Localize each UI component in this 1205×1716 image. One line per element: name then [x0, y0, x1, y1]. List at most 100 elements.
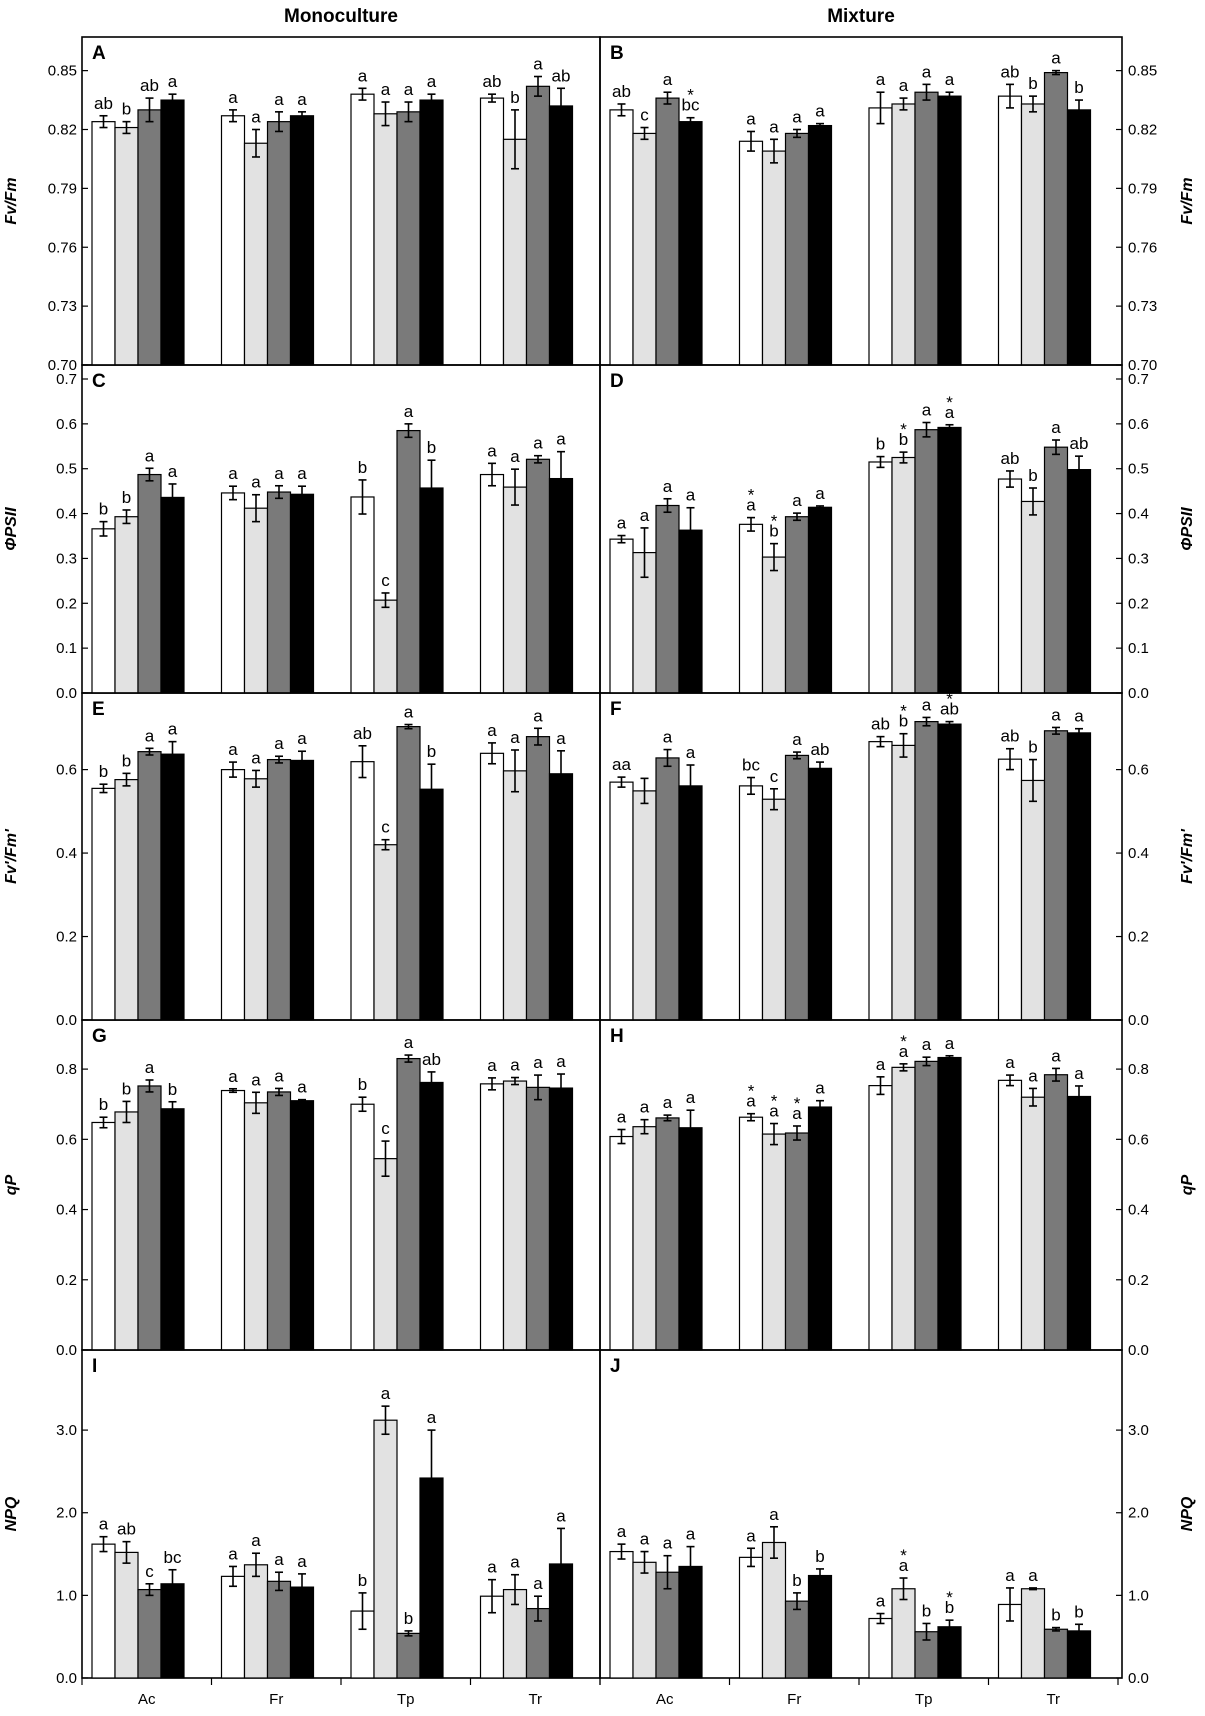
error-bar — [1052, 439, 1060, 456]
significance-letter: a — [251, 1531, 261, 1550]
y-axis-label: NPQ — [1179, 1496, 1196, 1531]
error-bar — [488, 462, 496, 487]
significance-star: * — [748, 486, 755, 505]
error-bar — [747, 516, 755, 532]
significance-letter: a — [815, 484, 825, 503]
y-tick-label: 0.0 — [56, 685, 77, 702]
y-tick-label: 0.79 — [48, 180, 77, 197]
y-axis-label: Fv'/Fm' — [1179, 828, 1196, 884]
bar-a-tr-4 — [548, 105, 574, 366]
error-bar — [381, 101, 390, 127]
bar-d-fr-2 — [761, 556, 787, 694]
bar-b-tp-4 — [937, 95, 962, 366]
y-tick-label: 0.8 — [56, 1061, 77, 1078]
bar-a-tr-3 — [525, 85, 551, 366]
error-bar — [488, 1077, 496, 1091]
significance-letter: a — [228, 1544, 238, 1563]
error-bar — [358, 745, 367, 779]
error-bar — [298, 485, 306, 504]
significance-letter: a — [686, 486, 696, 505]
error-bar — [1006, 1074, 1014, 1087]
error-bar — [617, 534, 626, 544]
error-bar — [945, 1054, 954, 1061]
y-tick-label: 0.73 — [48, 298, 77, 315]
significance-letter: a — [145, 446, 155, 465]
significance-letter: ab — [483, 72, 502, 91]
significance-letter: ab — [140, 76, 159, 95]
significance-letter: a — [533, 434, 543, 453]
error-bar — [381, 1140, 390, 1177]
bar-b-tr-3 — [1043, 71, 1069, 366]
bar-i-tp-2 — [373, 1419, 398, 1679]
y-tick-label: 0.2 — [1128, 595, 1149, 612]
significance-letter: a — [746, 1092, 756, 1111]
bar-g-tp-3 — [396, 1057, 421, 1351]
error-bar — [404, 101, 413, 123]
significance-letter: a — [510, 1553, 520, 1572]
bar-c-tp-1 — [350, 496, 375, 694]
bar-b-fr-4 — [807, 124, 833, 366]
y-tick-label: 0.2 — [56, 929, 77, 946]
error-bar — [1075, 1085, 1083, 1108]
error-bar — [145, 1079, 154, 1093]
bar-f-tr-1 — [997, 758, 1023, 1021]
error-bar — [145, 97, 154, 123]
y-tick-label: 0.4 — [56, 1202, 77, 1219]
bar-a-ac-4 — [160, 99, 185, 366]
bar-g-ac-2 — [114, 1111, 139, 1351]
y-tick-label: 0.85 — [1128, 63, 1157, 80]
error-bar — [229, 485, 237, 501]
significance-letter: b — [122, 751, 131, 770]
error-bar — [663, 1114, 672, 1122]
y-tick-label: 0.0 — [56, 1670, 77, 1687]
bar-h-fr-4 — [807, 1106, 833, 1351]
significance-letter: b — [510, 88, 519, 107]
significance-letter: a — [274, 1550, 284, 1569]
significance-letter: a — [792, 491, 802, 510]
significance-letter: a — [1005, 1053, 1015, 1072]
error-bar — [686, 1109, 695, 1147]
bar-b-tp-1 — [868, 107, 893, 366]
significance-letter: a — [815, 1079, 825, 1098]
bar-e-tr-2 — [502, 770, 528, 1021]
significance-letter: a — [228, 1067, 238, 1086]
bar-b-tp-2 — [891, 103, 916, 366]
y-tick-label: 0.70 — [48, 357, 77, 374]
significance-letter: b — [922, 1601, 931, 1620]
significance-letter: b — [122, 100, 131, 119]
significance-letter: a — [899, 1042, 909, 1061]
error-bar — [252, 1091, 260, 1115]
significance-letter: a — [663, 1093, 673, 1112]
significance-letter: a — [769, 1505, 779, 1524]
y-tick-label: 0.70 — [1128, 357, 1157, 374]
error-bar — [640, 126, 649, 141]
panel-letter: C — [92, 371, 106, 392]
significance-letter: a — [746, 109, 756, 128]
bar-a-tr-2 — [502, 138, 528, 366]
bar-h-tr-4 — [1066, 1095, 1092, 1351]
significance-letter: a — [510, 1056, 520, 1075]
bar-f-tp-2 — [891, 744, 916, 1021]
bar-e-tr-4 — [548, 773, 574, 1021]
significance-letter: b — [769, 522, 778, 541]
significance-letter: ab — [1070, 434, 1089, 453]
bar-d-tr-2 — [1020, 500, 1046, 694]
significance-letter: c — [640, 106, 649, 125]
error-bar — [793, 1125, 801, 1141]
significance-letter: bc — [742, 756, 760, 775]
error-bar — [1052, 726, 1060, 735]
significance-letter: a — [487, 1056, 497, 1075]
significance-letter: a — [168, 720, 178, 739]
error-bar — [168, 740, 177, 768]
y-tick-label: 0.6 — [1128, 416, 1149, 433]
error-bar — [168, 93, 177, 107]
significance-letter: a — [663, 477, 673, 496]
error-bar — [686, 506, 695, 554]
significance-letter: a — [640, 506, 650, 525]
significance-letter: a — [1074, 1064, 1084, 1083]
significance-letter: b — [122, 1079, 131, 1098]
x-category-ac: Ac — [656, 1691, 674, 1708]
error-bar — [99, 114, 108, 129]
